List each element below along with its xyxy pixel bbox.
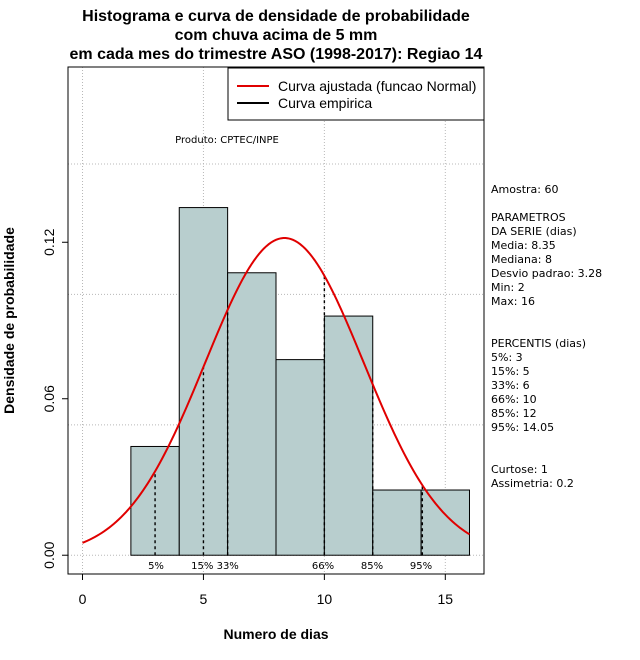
stats-line: Curtose: 1 [491,463,548,476]
stats-line: Assimetria: 0.2 [491,477,574,490]
percentile-label: 95% [410,561,432,572]
chart-title-line: em cada mes do trimestre ASO (1998-2017)… [70,46,483,63]
stats-line: 85%: 12 [491,407,537,420]
stats-line: Mediana: 8 [491,253,552,266]
y-tick-label: 0.00 [41,541,57,568]
chart-title-line: com chuva acima de 5 mm [175,27,378,44]
stats-line: 5%: 3 [491,351,523,364]
normal-curve-line [82,237,471,544]
stats-line: 33%: 6 [491,379,530,392]
legend-box [227,67,485,121]
stats-line: Amostra: 60 [491,183,558,196]
y-tick-label: 0.12 [41,228,57,255]
y-tick-label: 0.06 [41,385,57,412]
percentile-label: 85% [361,561,383,572]
chart-title-line: Histograma e curva de densidade de proba… [82,8,470,25]
stats-line: DA SERIE (dias) [491,225,577,238]
histogram-bar-5 [372,489,422,556]
legend-label-0: Curva ajustada (funcao Normal) [278,78,476,94]
legend-label-1: Curva empirica [278,95,372,111]
histogram-bar-2 [227,272,277,556]
x-tick-label: 0 [79,591,87,607]
histogram-bar-3 [275,359,325,556]
stats-line: 95%: 14.05 [491,421,554,434]
histogram-bar-6 [420,489,470,556]
histogram-bar-4 [323,315,374,556]
percentile-label: 5% [148,561,164,572]
stats-line: 15%: 5 [491,365,530,378]
x-tick-label: 5 [200,591,208,607]
stats-line: Max: 16 [491,295,535,308]
stats-line: Media: 8.35 [491,239,556,252]
x-axis-title: Numero de dias [223,626,328,642]
histogram-bar-1 [178,207,229,556]
source-note: Produto: CPTEC/INPE [175,135,279,146]
stats-line: Min: 2 [491,281,525,294]
x-tick-label: 15 [438,591,454,607]
percentile-label: 66% [312,561,334,572]
percentile-label: 15% 33% [191,561,239,572]
y-axis-title: Densidade de probabilidade [1,227,17,414]
x-tick-label: 10 [317,591,333,607]
stats-line: PARAMETROS [491,211,566,224]
stats-line: 66%: 10 [491,393,537,406]
stats-line: Desvio padrao: 3.28 [491,267,602,280]
stats-line: PERCENTIS (dias) [491,337,586,350]
